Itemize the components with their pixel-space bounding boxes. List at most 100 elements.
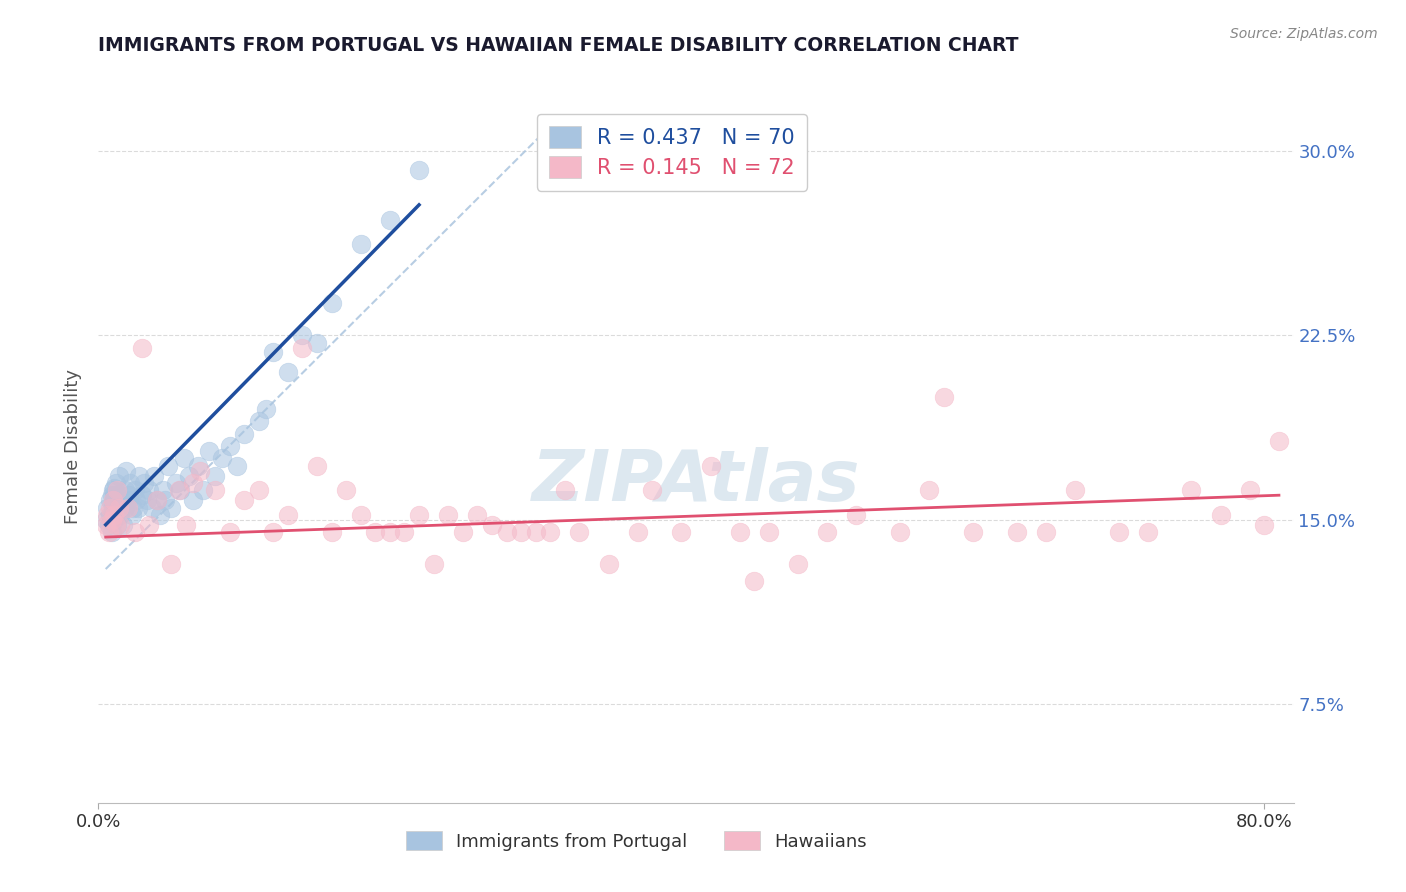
Point bbox=[97, 525, 120, 540]
Point bbox=[190, 464, 212, 478]
Point bbox=[787, 557, 810, 571]
Point bbox=[193, 483, 215, 498]
Point bbox=[181, 475, 204, 490]
Point bbox=[568, 525, 591, 540]
Point bbox=[627, 525, 650, 540]
Point bbox=[169, 483, 191, 498]
Point bbox=[204, 483, 226, 498]
Text: Source: ZipAtlas.com: Source: ZipAtlas.com bbox=[1230, 27, 1378, 41]
Point bbox=[845, 508, 868, 522]
Point bbox=[262, 525, 284, 540]
Point bbox=[101, 483, 124, 498]
Point bbox=[98, 500, 121, 515]
Point bbox=[105, 517, 128, 532]
Point bbox=[101, 500, 124, 515]
Point bbox=[408, 163, 430, 178]
Point bbox=[157, 458, 180, 473]
Point bbox=[467, 508, 489, 522]
Point bbox=[1108, 525, 1130, 540]
Point bbox=[104, 517, 127, 532]
Point bbox=[142, 468, 165, 483]
Point bbox=[728, 525, 751, 540]
Point bbox=[114, 500, 136, 515]
Point bbox=[233, 493, 256, 508]
Point bbox=[524, 525, 547, 540]
Point bbox=[495, 525, 517, 540]
Point bbox=[96, 500, 118, 515]
Point bbox=[94, 513, 117, 527]
Point bbox=[103, 488, 125, 502]
Point bbox=[1239, 483, 1261, 498]
Point bbox=[305, 458, 328, 473]
Point bbox=[671, 525, 693, 540]
Point bbox=[554, 483, 576, 498]
Point bbox=[160, 557, 183, 571]
Point bbox=[889, 525, 911, 540]
Point bbox=[291, 328, 314, 343]
Point bbox=[198, 444, 221, 458]
Point bbox=[742, 574, 765, 589]
Point bbox=[104, 500, 127, 515]
Point bbox=[277, 365, 299, 379]
Point bbox=[422, 557, 444, 571]
Point bbox=[481, 517, 503, 532]
Point bbox=[1209, 508, 1232, 522]
Point bbox=[125, 493, 148, 508]
Point bbox=[378, 212, 401, 227]
Point bbox=[167, 483, 190, 498]
Point bbox=[962, 525, 984, 540]
Point bbox=[103, 481, 125, 495]
Point bbox=[101, 495, 124, 509]
Point bbox=[98, 493, 121, 508]
Point bbox=[114, 483, 136, 498]
Point bbox=[218, 525, 240, 540]
Point bbox=[174, 517, 197, 532]
Point bbox=[149, 508, 172, 522]
Point bbox=[641, 483, 664, 498]
Point bbox=[225, 458, 247, 473]
Point bbox=[111, 493, 134, 508]
Point bbox=[103, 508, 125, 522]
Point bbox=[124, 483, 146, 498]
Point bbox=[394, 525, 416, 540]
Point bbox=[305, 335, 328, 350]
Point bbox=[1005, 525, 1028, 540]
Point bbox=[124, 525, 146, 540]
Point bbox=[165, 475, 187, 490]
Point bbox=[1180, 483, 1202, 498]
Point bbox=[186, 458, 208, 473]
Point bbox=[122, 500, 145, 515]
Point bbox=[160, 500, 183, 515]
Point bbox=[932, 390, 955, 404]
Point bbox=[110, 508, 132, 522]
Point bbox=[108, 500, 131, 515]
Point bbox=[141, 500, 163, 515]
Point bbox=[105, 483, 128, 498]
Point bbox=[598, 557, 620, 571]
Point bbox=[538, 525, 561, 540]
Point bbox=[97, 517, 120, 532]
Point bbox=[1035, 525, 1057, 540]
Point bbox=[104, 475, 127, 490]
Point bbox=[118, 488, 141, 502]
Point bbox=[101, 516, 124, 530]
Point bbox=[699, 458, 721, 473]
Point bbox=[204, 468, 226, 483]
Point bbox=[1253, 517, 1275, 532]
Point bbox=[108, 468, 131, 483]
Point bbox=[181, 493, 204, 508]
Point bbox=[211, 451, 233, 466]
Point bbox=[131, 488, 153, 502]
Text: IMMIGRANTS FROM PORTUGAL VS HAWAIIAN FEMALE DISABILITY CORRELATION CHART: IMMIGRANTS FROM PORTUGAL VS HAWAIIAN FEM… bbox=[98, 36, 1019, 54]
Point bbox=[100, 525, 122, 540]
Point bbox=[321, 525, 343, 540]
Point bbox=[138, 517, 160, 532]
Point bbox=[121, 508, 143, 522]
Point bbox=[291, 341, 314, 355]
Point bbox=[101, 505, 124, 519]
Point bbox=[173, 451, 195, 466]
Point bbox=[254, 402, 277, 417]
Point bbox=[145, 493, 167, 508]
Point bbox=[127, 500, 149, 515]
Point bbox=[120, 475, 142, 490]
